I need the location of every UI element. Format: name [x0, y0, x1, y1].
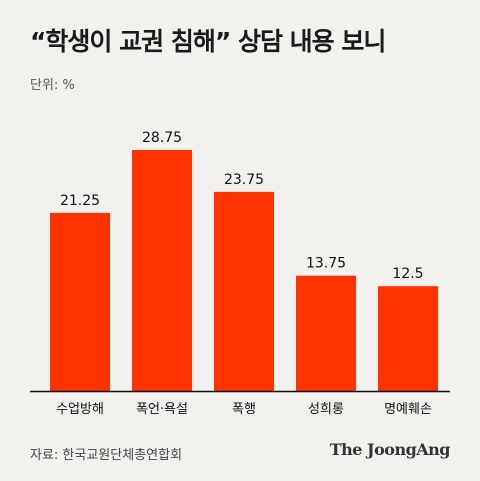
bar-0 [50, 212, 110, 391]
publisher-logo: The JoongAng [329, 440, 451, 459]
bar-4 [378, 286, 438, 391]
chart-title: “학생이 교권 침해” 상담 내용 보니 [30, 27, 386, 56]
bar-3 [296, 275, 356, 391]
category-label-2: 폭행 [232, 401, 256, 417]
value-label-2: 23.75 [224, 172, 264, 188]
bar-1 [132, 150, 192, 391]
unit-label: 단위: % [30, 78, 75, 93]
category-label-1: 폭언·욕설 [136, 402, 188, 417]
value-label-1: 28.75 [142, 130, 182, 146]
category-label-4: 명예훼손 [384, 402, 432, 417]
category-label-0: 수업방해 [56, 402, 104, 417]
source-note: 자료: 한국교원단체총연합회 [30, 448, 183, 463]
value-label-3: 13.75 [306, 256, 346, 272]
bar-2 [214, 191, 274, 391]
value-label-0: 21.25 [60, 193, 100, 209]
value-label-4: 12.5 [392, 266, 423, 282]
category-label-3: 성희롱 [308, 402, 344, 417]
